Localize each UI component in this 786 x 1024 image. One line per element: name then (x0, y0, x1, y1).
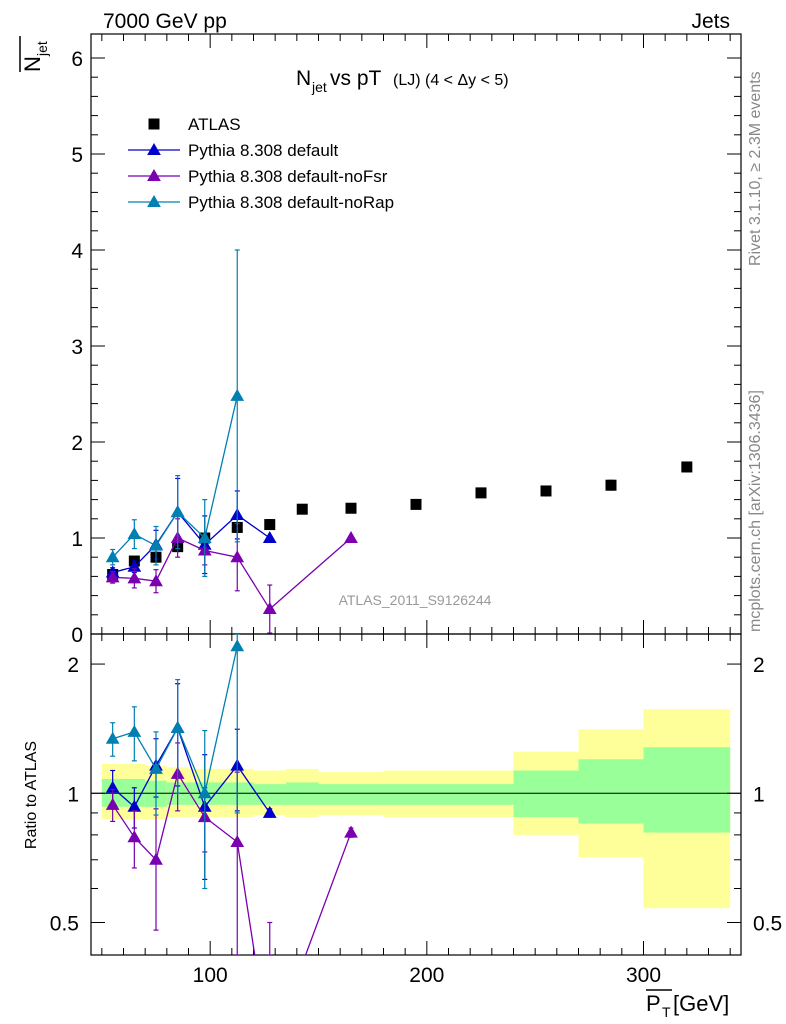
main-ylabel: N jet (19, 36, 50, 72)
legend-marker (147, 194, 161, 207)
main-point-noRap (170, 505, 185, 518)
ratio-y-tick-label: 0.5 (50, 912, 79, 935)
title-n: N (296, 67, 311, 90)
main-point-atlas (345, 502, 357, 514)
main-point-noFsr (262, 602, 277, 615)
header-left: 7000 GeV pp (103, 10, 227, 33)
y-tick-label: 4 (71, 240, 83, 263)
header-right: Jets (691, 10, 730, 33)
main-series-group (105, 249, 693, 634)
main-ylabel-sub: jet (34, 41, 50, 57)
ratio-y-tick-label: 1 (67, 783, 79, 806)
y-tick-label: 3 (71, 336, 83, 359)
y-tick-label: 6 (71, 48, 83, 71)
ratio-band-inner (513, 770, 579, 818)
ratio-point-noFsr (149, 852, 163, 865)
main-panel: 0 1 2 3 4 5 6 (71, 33, 742, 647)
rivet-label: Rivet 3.1.10, ≥ 2.3M events (747, 71, 764, 266)
ratio-y-tick-label-right: 1 (753, 783, 765, 806)
main-point-atlas (540, 485, 552, 497)
ratio-point-noRap (170, 720, 185, 733)
main-point-noRap (149, 538, 163, 551)
ratio-band-inner (578, 759, 644, 824)
main-title: N jet vs pT (LJ) (4 < Δy < 5) (296, 67, 509, 95)
legend-label: ATLAS (188, 115, 241, 134)
main-point-noFsr (105, 570, 120, 583)
legend-label: Pythia 8.308 default-noRap (188, 193, 394, 212)
ratio-panel: 100 200 300 0.5 0.5 1 1 2 2 (50, 633, 782, 987)
xlabel-p: P (646, 991, 661, 1016)
main-line-noFsr (112, 537, 352, 611)
title-vs: vs pT (330, 67, 382, 90)
ratio-band-inner (318, 784, 384, 805)
main-point-atlas (475, 487, 487, 499)
title-lj: (LJ) (4 < Δy < 5) (393, 72, 509, 89)
main-point-noRap (230, 388, 245, 401)
xlabel-sub: T (662, 1004, 671, 1020)
ratio-point-noFsr (344, 825, 358, 838)
ratio-y-tick-label-right: 0.5 (753, 912, 782, 935)
ratio-point-noRap (197, 786, 212, 799)
main-point-atlas (264, 519, 276, 531)
legend-label: Pythia 8.308 default-noFsr (188, 167, 388, 186)
ratio-point-noRap (149, 761, 163, 774)
main-ylabel-n: N (20, 56, 45, 72)
main-point-atlas (605, 479, 617, 491)
watermark: ATLAS_2011_S9126244 (339, 592, 492, 608)
ratio-point-noRap (230, 639, 245, 652)
ratio-point-noFsr (127, 830, 142, 843)
ratio-y-tick-label: 2 (67, 654, 79, 677)
main-point-atlas (410, 498, 422, 510)
legend-marker (147, 142, 161, 155)
ratio-band-inner (643, 747, 731, 833)
main-point-atlas (296, 503, 308, 515)
legend-label: Pythia 8.308 default (188, 141, 339, 160)
ratio-series-group (105, 634, 358, 955)
ratio-point-noRap (127, 724, 142, 737)
y-tick-label: 5 (71, 144, 83, 167)
main-point-noRap (197, 530, 212, 543)
main-point-noRap (105, 550, 120, 563)
legend: ATLAS Pythia 8.308 default Pythia 8.308 de… (128, 115, 394, 212)
main-point-atlas (681, 461, 693, 473)
legend-marker (147, 168, 161, 181)
main-point-default (262, 530, 277, 543)
main-point-noFsr (230, 550, 245, 563)
ratio-frame (90, 633, 742, 956)
xlabel-unit: [GeV] (673, 991, 729, 1016)
ratio-y-tick-label-right: 2 (753, 654, 765, 677)
ratio-band-inner (448, 784, 514, 805)
x-tick-label: 300 (626, 964, 661, 987)
x-tick-label: 200 (409, 964, 444, 987)
ratio-band-inner (383, 784, 449, 805)
main-point-noFsr (149, 574, 163, 587)
ratio-band-inner (253, 784, 286, 805)
y-tick-label: 0 (71, 624, 83, 647)
y-tick-label: 2 (71, 432, 83, 455)
ratio-ylabel: Ratio to ATLAS (23, 741, 40, 849)
x-tick-label: 100 (193, 964, 228, 987)
y-tick-label: 1 (71, 528, 83, 551)
ratio-point-noFsr (230, 834, 245, 848)
legend-marker-atlas (148, 118, 160, 130)
ratio-point-noFsr (105, 797, 120, 810)
ratio-point-default (262, 805, 277, 818)
mcplots-label: mcplots.cern.ch [arXiv:1306.3436] (747, 390, 764, 632)
title-jet-sub: jet (311, 79, 327, 95)
main-point-noRap (127, 527, 142, 540)
ratio-point-noRap (105, 731, 120, 744)
main-point-noFsr (127, 571, 142, 584)
xlabel: P T [GeV] (646, 989, 729, 1020)
main-point-noFsr (344, 530, 358, 543)
